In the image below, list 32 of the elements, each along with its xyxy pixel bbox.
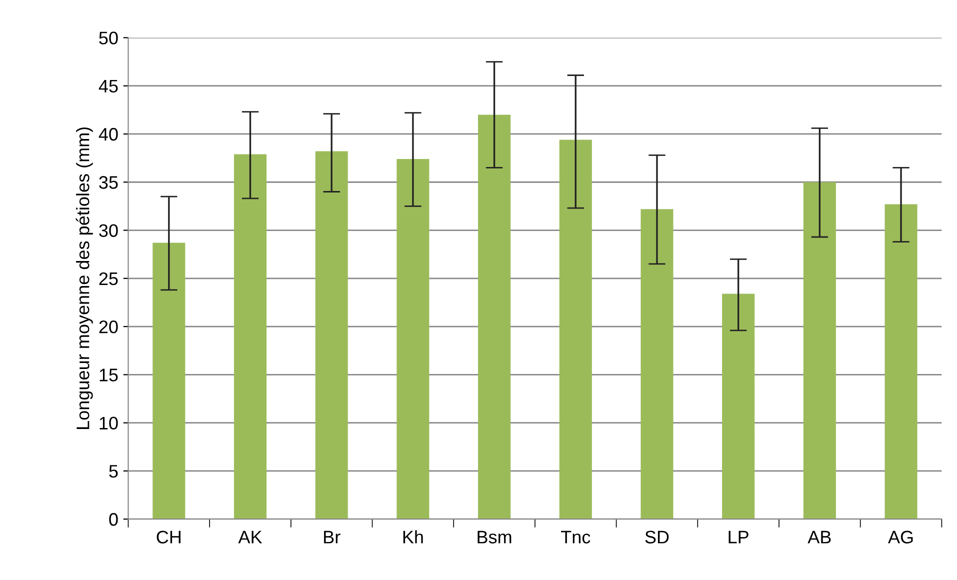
y-tick-label: 50 [99,32,118,44]
bar [722,294,755,520]
x-tick-label: Kh [403,530,423,544]
y-tick-label: 40 [98,128,118,141]
bar [396,159,430,520]
bar [478,114,511,520]
y-tick-label: 30 [99,224,118,237]
y-tick-label: 25 [99,272,118,286]
y-tick-label: 5 [109,465,118,478]
x-tick-label: AK [238,530,262,544]
bar [234,154,267,520]
y-axis-title: Longueur moyenne des pétioles (mm) [76,127,93,429]
y-tick-label: 0 [109,513,118,526]
bar [152,242,186,520]
x-tick-label: Br [324,530,340,544]
x-tick-label: AB [808,530,831,544]
x-tick-label: Tnc [560,530,590,544]
y-tick-label: 35 [99,176,118,189]
bar [884,204,918,520]
bar [559,140,592,520]
x-tick-label: CH [156,530,180,544]
y-tick-label: 45 [98,80,118,93]
y-tick-label: 10 [100,416,118,430]
y-tick-label: 20 [99,320,118,334]
bar [315,151,348,520]
bar [640,209,674,520]
x-tick-label: AG [888,530,913,544]
x-tick-label: Bsm [478,530,512,544]
x-tick-label: SD [645,530,669,544]
bar [803,182,836,520]
x-tick-label: LP [728,530,748,544]
y-tick-label: 15 [100,368,118,382]
